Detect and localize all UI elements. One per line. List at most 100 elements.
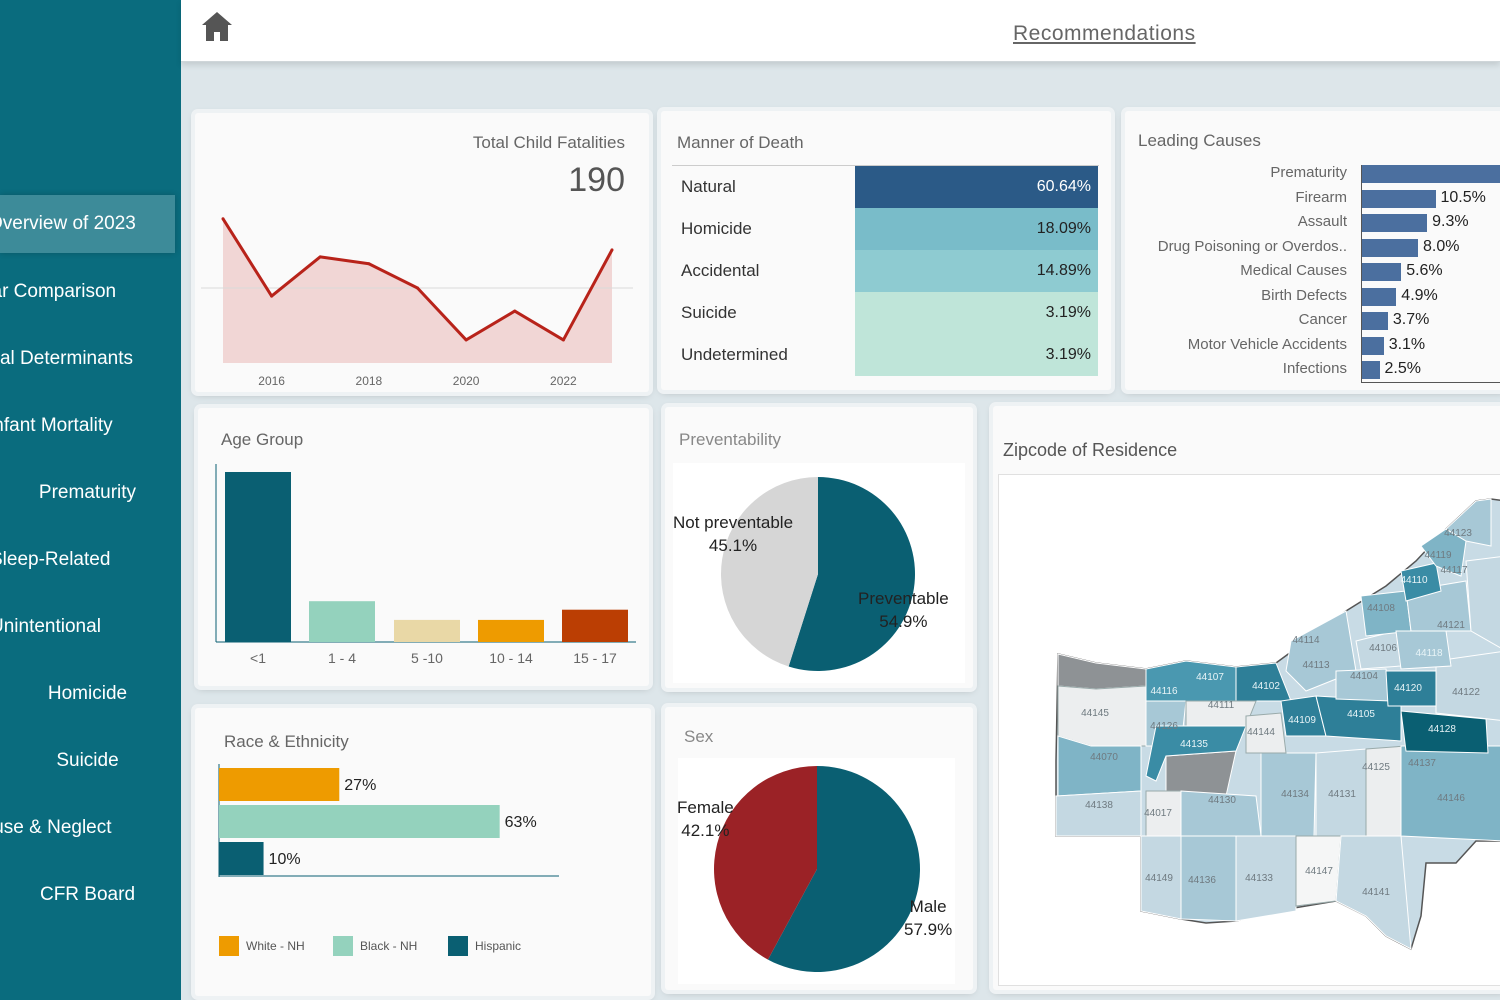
nav-item-social-determinants[interactable]: Social Determinants (0, 330, 175, 388)
nav-item-prematurity[interactable]: Prematurity (0, 464, 175, 522)
slice-name: Female (677, 798, 734, 817)
pie-slice (713, 766, 817, 960)
manner-value: 3.19% (1045, 346, 1091, 363)
legend-white-nh: White - NH (219, 936, 305, 956)
zip-labels: 44123 44119 44117 44110 44108 44121 44114 44106… (1081, 528, 1480, 898)
cause-label: Drug Poisoning or Overdos.. (1157, 237, 1347, 255)
zip-label: 44122 (1452, 687, 1480, 698)
leading-cause-row: Prematurity (1125, 162, 1500, 186)
pie-slice (788, 477, 915, 671)
nav-item-sleep-related[interactable]: Sleep-Related (0, 531, 175, 589)
preventability-card: Preventability Not preventable 45.1% Prev… (665, 407, 973, 688)
manner-row: Natural 60.64% (672, 166, 1099, 208)
slice-value: 54.9% (879, 612, 928, 631)
cause-value: 3.1% (1388, 335, 1426, 353)
cause-label: Assault (1297, 213, 1347, 230)
leading-cause-row: Assault 9.3% (1125, 211, 1500, 235)
data-point (513, 309, 517, 313)
map-region (1445, 498, 1492, 547)
zip-label: 44128 (1428, 724, 1456, 735)
race-bar (219, 768, 340, 801)
map-region (1057, 735, 1142, 797)
zip-label: 44130 (1208, 795, 1236, 806)
manner-of-death-table: Natural 60.64% Homicide 18.09% Accidental 14.… (672, 165, 1099, 377)
age-group-chart: <1 1 - 4 5 -10 10 - 14 15 - 17 (215, 464, 636, 666)
map-region (1245, 712, 1287, 754)
zip-label: 44107 (1196, 672, 1224, 683)
leading-cause-row: Cancer 3.7% (1125, 309, 1500, 333)
manner-value: 60.64% (1036, 178, 1091, 195)
nav-item-year-comparison[interactable]: Year Comparison (0, 263, 175, 321)
nav-label: Social Determinants (0, 348, 134, 369)
zip-label: 44108 (1367, 603, 1395, 614)
pie-slice (721, 477, 818, 667)
race-ethnicity-title: Race & Ethnicity (224, 732, 349, 751)
age-bar (394, 619, 460, 642)
legend-black-nh: Black - NH (333, 936, 417, 956)
preventability-pie (673, 463, 965, 683)
zipcode-map[interactable]: 44123 44119 44117 44110 44108 44121 44114 44106… (999, 475, 1500, 987)
manner-value: 14.89% (1036, 262, 1091, 279)
slice-value: 45.1% (708, 536, 758, 555)
data-point (416, 286, 419, 290)
pie-label-male: Male 57.9% (904, 895, 952, 941)
x-axis-line (1361, 382, 1500, 383)
zip-label: 44131 (1328, 789, 1356, 800)
zip-label: 44133 (1245, 873, 1273, 884)
legend-label: Black - NH (360, 939, 418, 953)
age-bar (562, 609, 628, 642)
x-tick-label: 15 - 17 (573, 650, 617, 666)
manner-of-death-title: Manner of Death (677, 133, 804, 152)
slice-name: Male (909, 897, 947, 916)
cause-label: Infections (1282, 360, 1347, 377)
legend-label: Hispanic (475, 939, 522, 953)
leading-cause-row: Birth Defects 4.9% (1125, 285, 1500, 309)
zip-label: 44109 (1288, 715, 1316, 726)
leading-cause-row: Firearm 10.5% (1125, 187, 1500, 211)
zip-label: 44134 (1281, 789, 1309, 800)
data-point (221, 217, 225, 221)
nav-item-suicide[interactable]: Suicide (0, 732, 175, 790)
legend-swatch (448, 936, 468, 956)
x-tick-label: 2022 (550, 374, 577, 388)
leading-cause-row: Infections 2.5% (1125, 358, 1500, 382)
home-icon[interactable] (199, 9, 235, 45)
zip-label: 44126 (1150, 721, 1178, 732)
zip-label: 44137 (1408, 758, 1436, 769)
zip-label: 44121 (1437, 620, 1465, 631)
area-fill (223, 218, 612, 363)
recommendations-link[interactable]: Recommendations (1013, 22, 1196, 45)
nav-item-infant-mortality[interactable]: Infant Mortality (0, 397, 175, 455)
nav-item-cfr-board[interactable]: CFR Board (0, 866, 175, 924)
slice-name: Preventable (858, 589, 949, 608)
zip-label: 44149 (1145, 873, 1173, 884)
zip-label: 44105 (1347, 709, 1375, 720)
age-group-card: Age Group <1 1 - 4 5 -10 10 - 14 15 - 17 (198, 408, 649, 686)
manner-value-cell: 3.19% (855, 292, 1098, 334)
total-fatalities-chart: 2016 2018 2020 2022 (201, 217, 633, 388)
manner-row: Suicide 3.19% (672, 292, 1099, 334)
zip-label: 44070 (1090, 752, 1118, 763)
sex-title: Sex (684, 727, 714, 746)
cause-label: Cancer (1298, 311, 1347, 328)
zip-label: 44102 (1252, 681, 1280, 692)
manner-row: Homicide 18.09% (672, 208, 1099, 250)
slice-value: 57.9% (904, 920, 953, 939)
cause-bar (1362, 238, 1418, 257)
data-point (561, 338, 565, 342)
zip-label: 44146 (1437, 793, 1465, 804)
manner-value: 3.19% (1045, 304, 1091, 321)
nav-item-unintentional[interactable]: Unintentional (0, 598, 175, 656)
legend-swatch (333, 936, 353, 956)
y-axis-line (1361, 165, 1362, 383)
total-fatalities-card: Total Child Fatalities 190 2016 2018 2020 2… (195, 113, 649, 392)
nav-item-homicide[interactable]: Homicide (0, 665, 175, 723)
leading-causes-chart: Prematurity Firearm 10.5% Assault 9.3% Drug P… (1125, 111, 1500, 390)
zip-label: 44145 (1081, 708, 1109, 719)
manner-value-cell: 60.64% (855, 166, 1098, 208)
nav-item-overview[interactable]: Overview of 2023 (0, 195, 175, 253)
nav-item-abuse-neglect[interactable]: Abuse & Neglect (0, 799, 175, 857)
zip-label: 44141 (1362, 887, 1390, 898)
zip-label: 44147 (1305, 866, 1333, 877)
leading-causes-card: Leading Causes Prematurity Firearm 10.5% As… (1125, 111, 1500, 390)
